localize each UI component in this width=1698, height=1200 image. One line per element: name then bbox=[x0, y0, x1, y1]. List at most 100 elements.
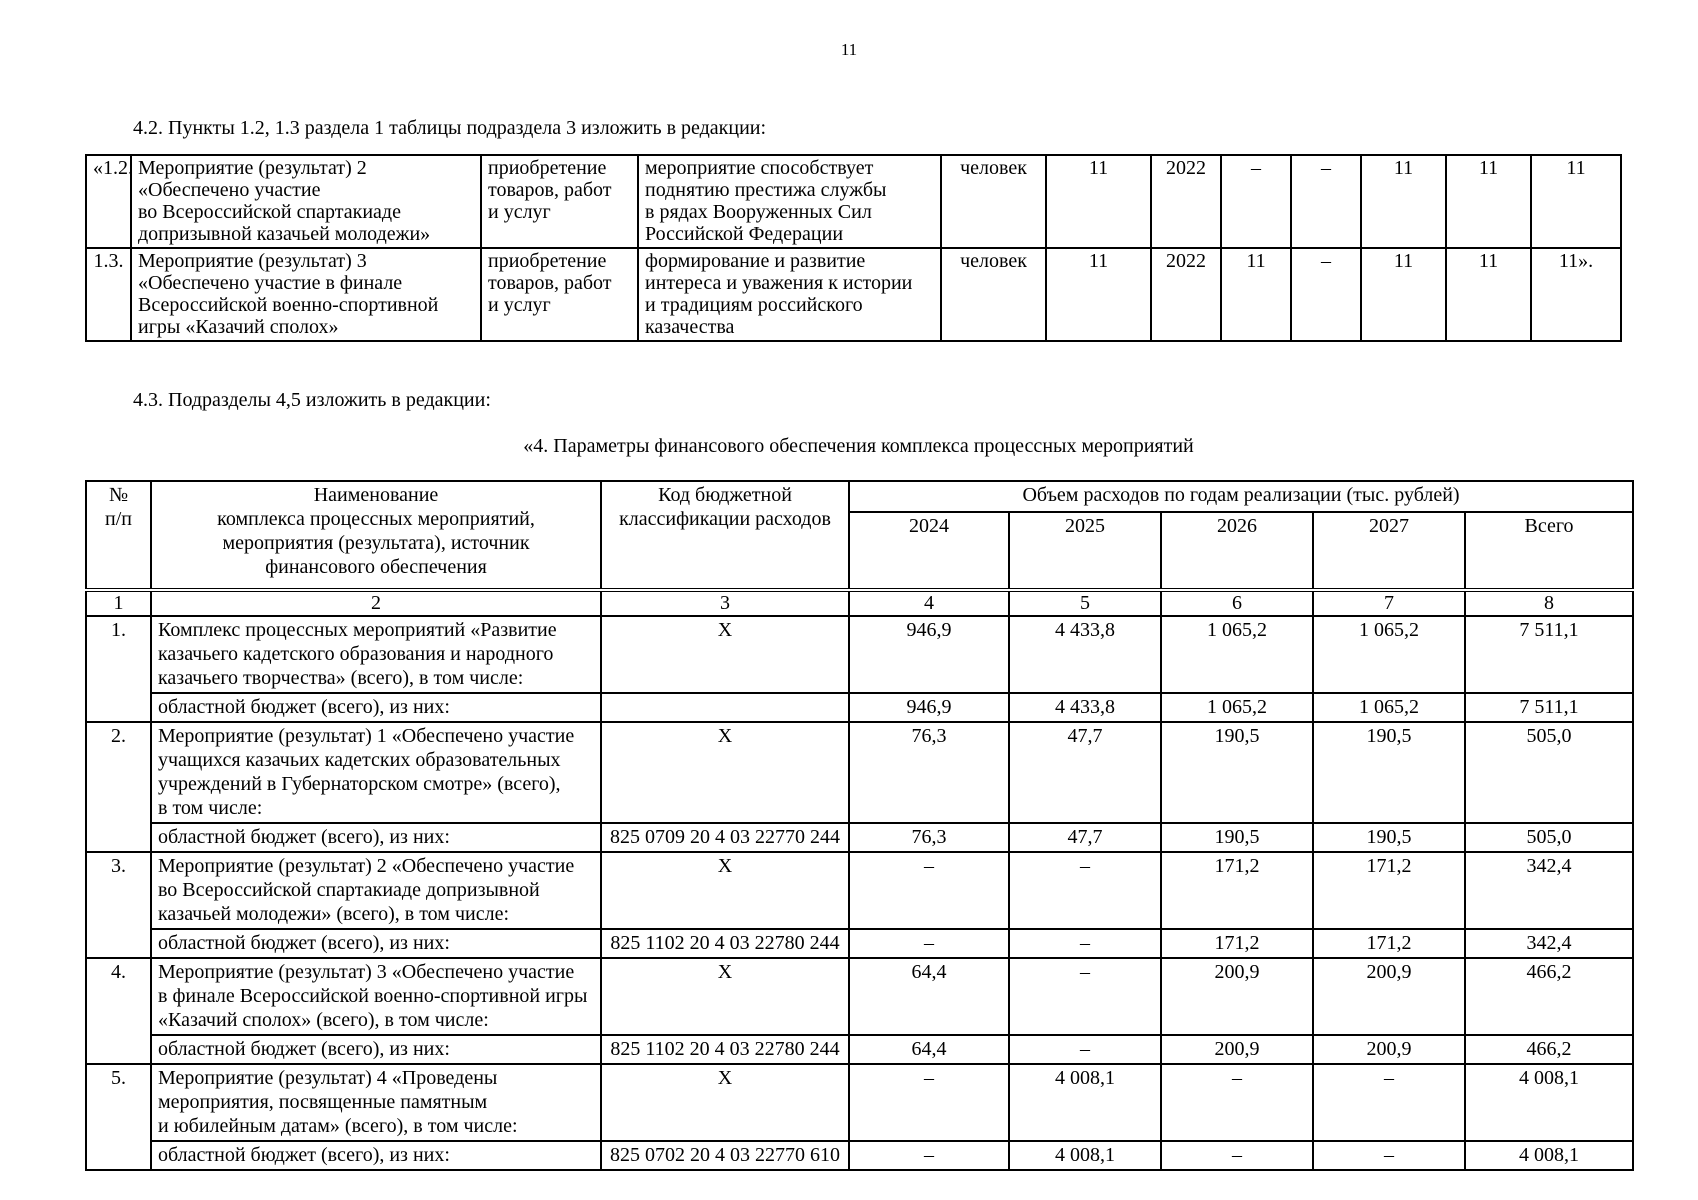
cell-total: 4 008,1 bbox=[1463, 1063, 1635, 1142]
cell-2026: 1 065,2 bbox=[1160, 692, 1314, 723]
cell-budget-label: областной бюджет (всего), из них: bbox=[150, 928, 602, 959]
cell-2025: 4 433,8 bbox=[1008, 615, 1162, 694]
finance-subrow-1: областной бюджет (всего), из них: 946,9 … bbox=[86, 692, 1635, 723]
cell-name: Мероприятие (результат) 2 «Обеспечено уч… bbox=[130, 154, 482, 249]
cell-2027: 190,5 bbox=[1312, 721, 1466, 824]
cell-budget-label: областной бюджет (всего), из них: bbox=[150, 692, 602, 723]
amendment-row-1-2: «1.2. Мероприятие (результат) 2 «Обеспеч… bbox=[85, 154, 1622, 249]
cell-value-5: 11». bbox=[1530, 247, 1622, 342]
colnum-6: 6 bbox=[1160, 588, 1314, 617]
cell-value-1: – bbox=[1220, 154, 1292, 249]
cell-2025: 4 433,8 bbox=[1008, 692, 1162, 723]
cell-num: 3. bbox=[85, 851, 152, 959]
cell-2025: 47,7 bbox=[1008, 721, 1162, 824]
cell-2026: 190,5 bbox=[1160, 822, 1314, 853]
finance-row-4: 4. Мероприятие (результат) 3 «Обеспечено… bbox=[85, 957, 1635, 1065]
cell-quantity: 11 bbox=[1045, 247, 1152, 342]
cell-num: 5. bbox=[85, 1063, 152, 1171]
cell-2025: – bbox=[1008, 957, 1162, 1036]
cell-code: 825 1102 20 4 03 22780 244 bbox=[600, 928, 850, 959]
cell-code: 825 0702 20 4 03 22770 610 bbox=[600, 1140, 850, 1171]
cell-2025: 47,7 bbox=[1008, 822, 1162, 853]
cell-total: 7 511,1 bbox=[1463, 692, 1635, 723]
cell-value-3: 11 bbox=[1360, 247, 1447, 342]
cell-2025: – bbox=[1008, 851, 1162, 930]
cell-2025: – bbox=[1008, 1034, 1162, 1065]
cell-2027: – bbox=[1312, 1063, 1466, 1142]
cell-total: 505,0 bbox=[1463, 822, 1635, 853]
cell-2026: 1 065,2 bbox=[1160, 615, 1314, 694]
header-year-2026: 2026 bbox=[1160, 511, 1314, 591]
cell-2027: 171,2 bbox=[1312, 928, 1466, 959]
cell-2027: 190,5 bbox=[1312, 822, 1466, 853]
cell-code: X bbox=[600, 615, 850, 694]
cell-2024: – bbox=[848, 928, 1010, 959]
finance-row-1: 1. Комплекс процессных мероприятий «Разв… bbox=[85, 615, 1635, 723]
cell-name: Комплекс процессных мероприятий «Развити… bbox=[150, 615, 602, 694]
paragraph-4-3: 4.3. Подразделы 4,5 изложить в редакции: bbox=[133, 389, 491, 411]
cell-base-year: 2022 bbox=[1150, 154, 1222, 249]
header-name: Наименование комплекса процессных меропр… bbox=[150, 480, 602, 591]
colnum-3: 3 bbox=[600, 588, 850, 617]
cell-value-4: 11 bbox=[1445, 247, 1532, 342]
header-year-2024: 2024 bbox=[848, 511, 1010, 591]
cell-2027: 171,2 bbox=[1312, 851, 1466, 930]
cell-procurement: приобретение товаров, работ и услуг bbox=[480, 247, 639, 342]
cell-2024: 76,3 bbox=[848, 721, 1010, 824]
colnum-7: 7 bbox=[1312, 588, 1466, 617]
header-total: Всего bbox=[1463, 511, 1635, 591]
cell-2026: 171,2 bbox=[1160, 928, 1314, 959]
colnum-4: 4 bbox=[848, 588, 1010, 617]
cell-value-5: 11 bbox=[1530, 154, 1622, 249]
cell-code: X bbox=[600, 957, 850, 1036]
cell-2026: – bbox=[1160, 1140, 1314, 1171]
cell-name: Мероприятие (результат) 3 «Обеспечено уч… bbox=[150, 957, 602, 1036]
cell-value-3: 11 bbox=[1360, 154, 1447, 249]
header-year-2027: 2027 bbox=[1312, 511, 1466, 591]
cell-total: 7 511,1 bbox=[1463, 615, 1635, 694]
cell-num: «1.2. bbox=[85, 154, 132, 249]
cell-total: 466,2 bbox=[1463, 957, 1635, 1036]
cell-num: 2. bbox=[85, 721, 152, 853]
finance-subrow-3: областной бюджет (всего), из них: 825 11… bbox=[86, 928, 1635, 959]
cell-budget-label: областной бюджет (всего), из них: bbox=[150, 1034, 602, 1065]
cell-name: Мероприятие (результат) 3 «Обеспечено уч… bbox=[130, 247, 482, 342]
cell-name: Мероприятие (результат) 1 «Обеспечено уч… bbox=[150, 721, 602, 824]
cell-total: 342,4 bbox=[1463, 851, 1635, 930]
header-num: № п/п bbox=[85, 480, 152, 591]
cell-effect: мероприятие способствует поднятию прести… bbox=[637, 154, 942, 249]
cell-num: 4. bbox=[85, 957, 152, 1065]
colnum-2: 2 bbox=[150, 588, 602, 617]
finance-row-5: 5. Мероприятие (результат) 4 «Проведены … bbox=[85, 1063, 1635, 1171]
cell-value-2: – bbox=[1290, 154, 1362, 249]
cell-code: X bbox=[600, 1063, 850, 1142]
cell-value-2: – bbox=[1290, 247, 1362, 342]
finance-subrow-5: областной бюджет (всего), из них: 825 07… bbox=[86, 1140, 1635, 1171]
finance-header-row-2: 2024 2025 2026 2027 Всего bbox=[86, 511, 1635, 591]
finance-header-row-1: № п/п Наименование комплекса процессных … bbox=[85, 480, 1635, 591]
cell-2024: 946,9 bbox=[848, 692, 1010, 723]
cell-procurement: приобретение товаров, работ и услуг bbox=[480, 154, 639, 249]
colnum-8: 8 bbox=[1463, 588, 1635, 617]
cell-2024: 64,4 bbox=[848, 957, 1010, 1036]
cell-unit: человек bbox=[940, 154, 1047, 249]
cell-2024: – bbox=[848, 851, 1010, 930]
page-number: 11 bbox=[840, 40, 858, 59]
colnum-1: 1 bbox=[85, 588, 152, 617]
cell-2024: 946,9 bbox=[848, 615, 1010, 694]
header-year-2025: 2025 bbox=[1008, 511, 1162, 591]
cell-budget-label: областной бюджет (всего), из них: bbox=[150, 1140, 602, 1171]
finance-table: № п/п Наименование комплекса процессных … bbox=[85, 480, 1635, 1171]
amendment-row-1-3: 1.3. Мероприятие (результат) 3 «Обеспече… bbox=[85, 247, 1622, 342]
cell-2025: 4 008,1 bbox=[1008, 1140, 1162, 1171]
cell-2027: 1 065,2 bbox=[1312, 615, 1466, 694]
cell-2026: 200,9 bbox=[1160, 1034, 1314, 1065]
cell-2026: 200,9 bbox=[1160, 957, 1314, 1036]
header-volume: Объем расходов по годам реализации (тыс.… bbox=[847, 480, 1635, 513]
cell-num: 1. bbox=[85, 615, 152, 723]
cell-2027: 200,9 bbox=[1312, 957, 1466, 1036]
section-heading: «4. Параметры финансового обеспечения ко… bbox=[523, 435, 1194, 457]
cell-2027: – bbox=[1312, 1140, 1466, 1171]
cell-code: 825 1102 20 4 03 22780 244 bbox=[600, 1034, 850, 1065]
cell-2024: – bbox=[848, 1140, 1010, 1171]
